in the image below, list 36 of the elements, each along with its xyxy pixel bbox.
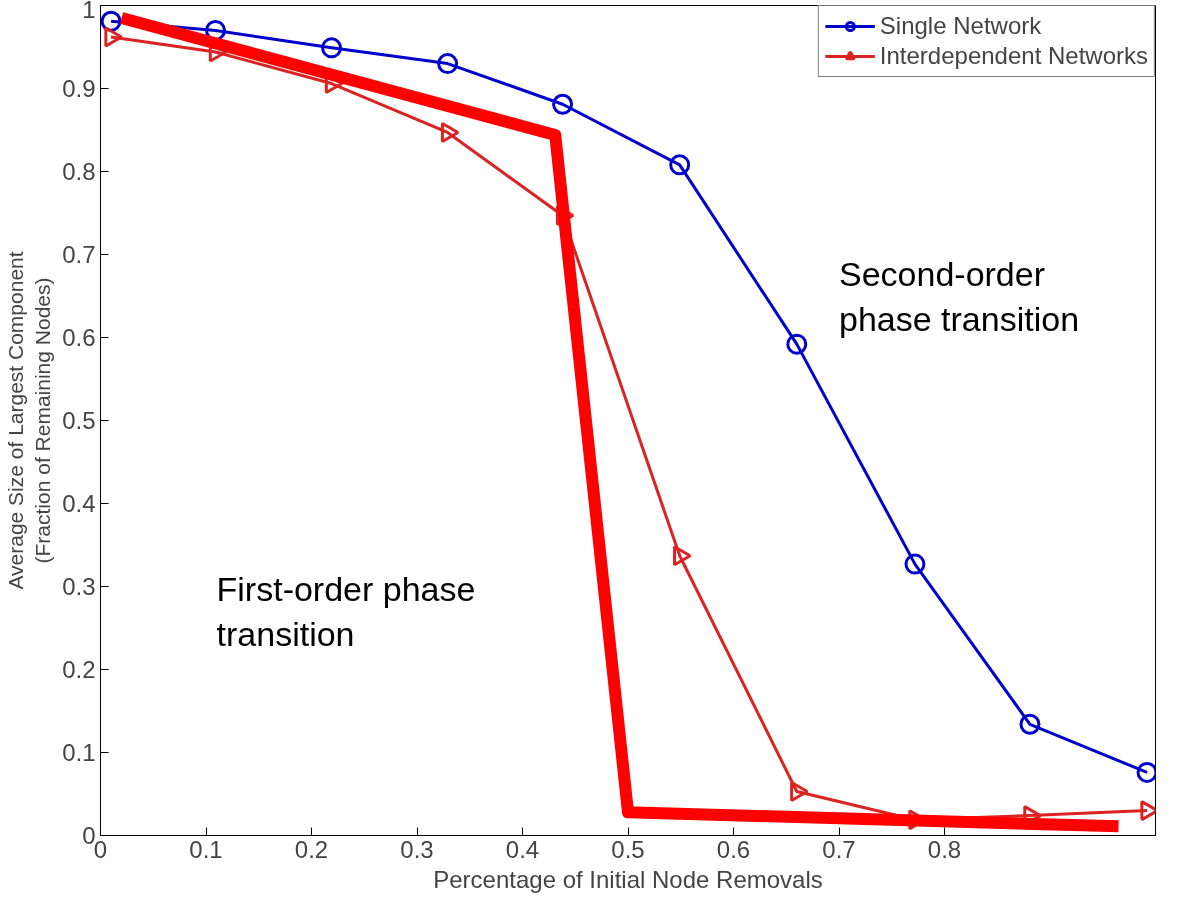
annotation: First-order phase transition	[216, 569, 476, 654]
x-tick-label: 0.7	[822, 835, 856, 863]
y-tick-label: 0.8	[62, 158, 96, 185]
y-tick-label: 0.7	[62, 241, 96, 268]
point	[673, 545, 692, 567]
y-tick-label: 0.1	[62, 739, 96, 766]
point	[1136, 761, 1156, 783]
legend-label: Single Network	[879, 12, 1042, 40]
y-tick-label: 0.5	[62, 407, 96, 434]
point	[786, 333, 808, 355]
y-tick-label: 0.4	[62, 490, 96, 517]
point	[437, 53, 459, 75]
x-tick-label: 0.6	[716, 835, 751, 863]
x-tick-label: 0.4	[505, 835, 540, 863]
x-tick-label: 0.8	[927, 835, 962, 863]
point	[321, 37, 343, 59]
y-tick-label: 0.6	[62, 324, 96, 351]
y-tick-label: 0.9	[62, 75, 96, 102]
x-axis-title: Percentage of Initial Node Removals	[433, 865, 823, 893]
point	[552, 93, 574, 115]
point	[104, 26, 123, 48]
annotation: Second-order phase transition	[839, 254, 1080, 339]
point	[904, 553, 926, 575]
x-tick-label: 0.1	[189, 835, 223, 863]
point	[669, 154, 691, 176]
x-tick-label: 0.3	[400, 835, 434, 863]
legend-label: Interdependent Networks	[879, 42, 1148, 70]
point	[1019, 713, 1041, 735]
point	[790, 781, 809, 803]
y-axis-title: Average Size of Largest Component (Fraction of Remaining Nodes)	[3, 251, 55, 590]
x-tick-label: 0.2	[294, 835, 329, 863]
y-tick-label: 1	[82, 0, 96, 23]
point	[440, 121, 460, 143]
y-tick-label: 0.2	[62, 656, 96, 683]
y-tick-label: 0.3	[62, 573, 96, 600]
x-tick-label: 0.5	[611, 835, 645, 863]
